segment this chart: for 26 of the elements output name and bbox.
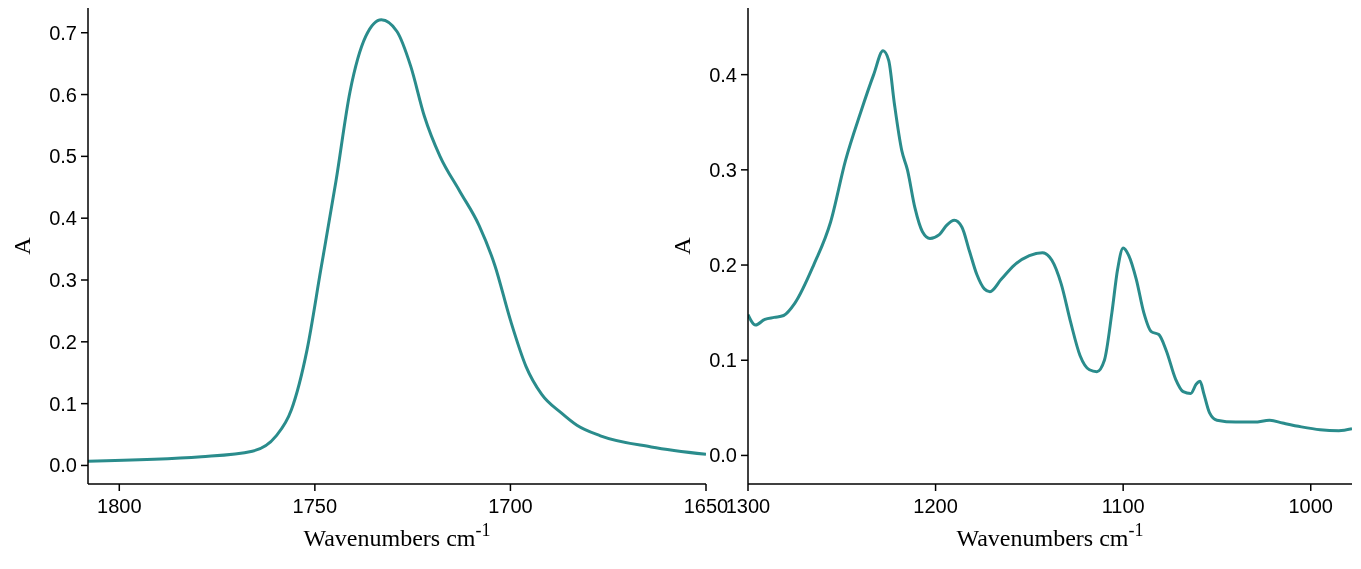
y-tick-label: 0.4 [49, 207, 77, 230]
x-tick-label: 1700 [488, 495, 533, 517]
x-axis-title: Wavenumbers cm$^{-1}$ [956, 520, 1144, 551]
x-tick-label: 1650 [683, 495, 729, 517]
y-tick-label: 0.6 [49, 83, 77, 106]
y-tick-label: 0.7 [49, 21, 77, 44]
x-tick-label: 1800 [97, 495, 142, 517]
y-tick-label: 0.0 [709, 444, 737, 467]
y-tick-label: 0.2 [709, 254, 737, 277]
y-axis-title: A [669, 236, 695, 255]
y-tick-label: 0.3 [49, 269, 77, 291]
y-tick-label: 0.3 [709, 158, 737, 181]
x-tick-label: 1200 [913, 495, 958, 517]
x-tick-label: 1100 [1101, 495, 1145, 517]
line-series [88, 18, 706, 463]
x-axis-title: Wavenumbers cm$^{-1}$ [303, 520, 491, 551]
y-tick-label: 0.5 [49, 145, 77, 168]
y-tick-label: 0.1 [709, 349, 737, 372]
x-tick-label: 1000 [1288, 495, 1333, 517]
y-tick-label: 0.1 [49, 392, 77, 415]
x-tick-label: 1750 [292, 495, 338, 517]
y-tick-label: 0.2 [49, 330, 77, 353]
y-tick-label: 0.0 [49, 454, 77, 477]
y-tick-label: 0.4 [709, 63, 737, 86]
line-series [748, 49, 1352, 433]
y-axis-title: A [9, 236, 35, 255]
